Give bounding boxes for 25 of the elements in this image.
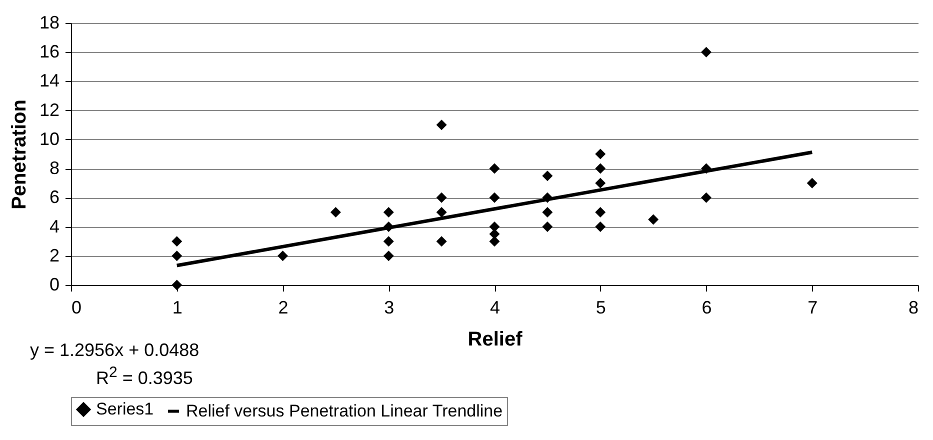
y-tick-label: 12 bbox=[39, 100, 60, 120]
y-tick-label: 14 bbox=[39, 70, 60, 91]
legend-label: Relief versus Penetration Linear Trendline bbox=[186, 401, 503, 420]
y-axis-title: Penetration bbox=[8, 99, 30, 210]
x-axis-title: Relief bbox=[468, 328, 523, 350]
y-tick-label: 2 bbox=[49, 245, 60, 266]
legend-label: Series1 bbox=[96, 400, 154, 419]
y-tick-label: 4 bbox=[49, 216, 60, 236]
y-tick-label: 8 bbox=[49, 158, 60, 178]
x-tick-label: 5 bbox=[596, 298, 606, 318]
y-tick-label: 16 bbox=[39, 42, 60, 62]
x-tick-label: 8 bbox=[908, 298, 918, 318]
text: y = 1.2956x + 0.0488 bbox=[30, 340, 200, 361]
x-tick-label: 2 bbox=[278, 298, 288, 318]
x-tick-label: 7 bbox=[808, 298, 818, 318]
x-tick-label: 3 bbox=[384, 298, 394, 318]
y-tick-label: 6 bbox=[49, 187, 60, 208]
x-tick-label: 6 bbox=[702, 298, 712, 318]
x-tick-label: 0 bbox=[72, 298, 82, 318]
x-tick-label: 1 bbox=[172, 298, 182, 318]
y-tick-label: 10 bbox=[39, 128, 60, 149]
y-tick-label: 0 bbox=[49, 274, 60, 294]
y-tick-label: 18 bbox=[39, 12, 60, 32]
text: R$^{2}$ = 0.3935 bbox=[96, 364, 193, 389]
x-tick-label: 4 bbox=[490, 298, 500, 318]
